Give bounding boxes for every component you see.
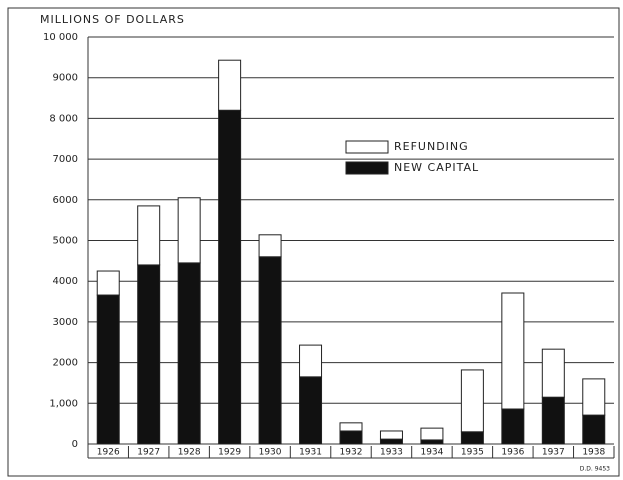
x-tick-label: 1928 <box>178 448 201 458</box>
bar-segment <box>460 431 484 445</box>
x-tick-label: 1934 <box>420 448 443 458</box>
y-tick-label: 9000 <box>53 73 78 84</box>
legend-label: REFUNDING <box>394 140 469 153</box>
x-tick-label: 1937 <box>542 448 565 458</box>
bar-segment <box>420 427 444 441</box>
y-tick-label: 0 <box>72 439 78 450</box>
bar-segment <box>541 396 565 445</box>
y-tick-label: 2000 <box>53 358 78 369</box>
bar-segment <box>582 378 606 416</box>
x-tick-label: 1930 <box>259 448 282 458</box>
y-tick-label: 6000 <box>53 195 78 206</box>
x-tick-label: 1927 <box>137 448 160 458</box>
note: D.D. 9453 <box>580 466 610 473</box>
bar-segment <box>501 408 525 445</box>
bar-segment <box>299 376 323 445</box>
x-tick-label: 1931 <box>299 448 322 458</box>
y-tick-label: 1,000 <box>49 398 78 409</box>
bar-segment <box>177 197 201 264</box>
x-tick-label: 1929 <box>218 448 241 458</box>
bar-segment <box>541 348 565 398</box>
bar-segment <box>96 270 120 296</box>
bar-segment <box>460 369 484 433</box>
bar-segment <box>420 439 444 445</box>
y-tick-label: 3000 <box>53 317 78 328</box>
bar-segment <box>299 344 323 378</box>
bar-segment <box>96 294 120 445</box>
y-tick-label: 7000 <box>53 154 78 165</box>
bar-segment <box>339 430 363 445</box>
bar-segment <box>218 109 242 445</box>
x-tick-label: 1932 <box>340 448 363 458</box>
bar-segment <box>379 438 403 445</box>
frame <box>7 7 620 477</box>
x-tick-label: 1938 <box>582 448 605 458</box>
x-tick-label: 1936 <box>501 448 524 458</box>
bar-segment <box>137 264 161 445</box>
x-tick-label: 1933 <box>380 448 403 458</box>
y-tick-label: 4000 <box>53 276 78 287</box>
bar-segment <box>379 430 403 440</box>
x-tick-label: 1926 <box>97 448 120 458</box>
legend-label: NEW CAPITAL <box>394 161 479 174</box>
bar-segment <box>501 292 525 410</box>
bar-segment <box>582 414 606 445</box>
bar-segment <box>137 205 161 266</box>
legend-swatch <box>345 161 389 175</box>
bar-segment <box>258 256 282 445</box>
y-tick-label: 5000 <box>53 236 78 247</box>
x-tick-label: 1935 <box>461 448 484 458</box>
y-tick-label: 10 000 <box>43 32 78 43</box>
bar-segment <box>339 422 363 432</box>
bar-segment <box>177 262 201 445</box>
bar-segment <box>218 59 242 111</box>
y-tick-label: 8 000 <box>49 113 78 124</box>
legend-swatch <box>345 140 389 154</box>
bar-segment <box>258 234 282 258</box>
chart-title: MILLIONS OF DOLLARS <box>40 13 185 26</box>
